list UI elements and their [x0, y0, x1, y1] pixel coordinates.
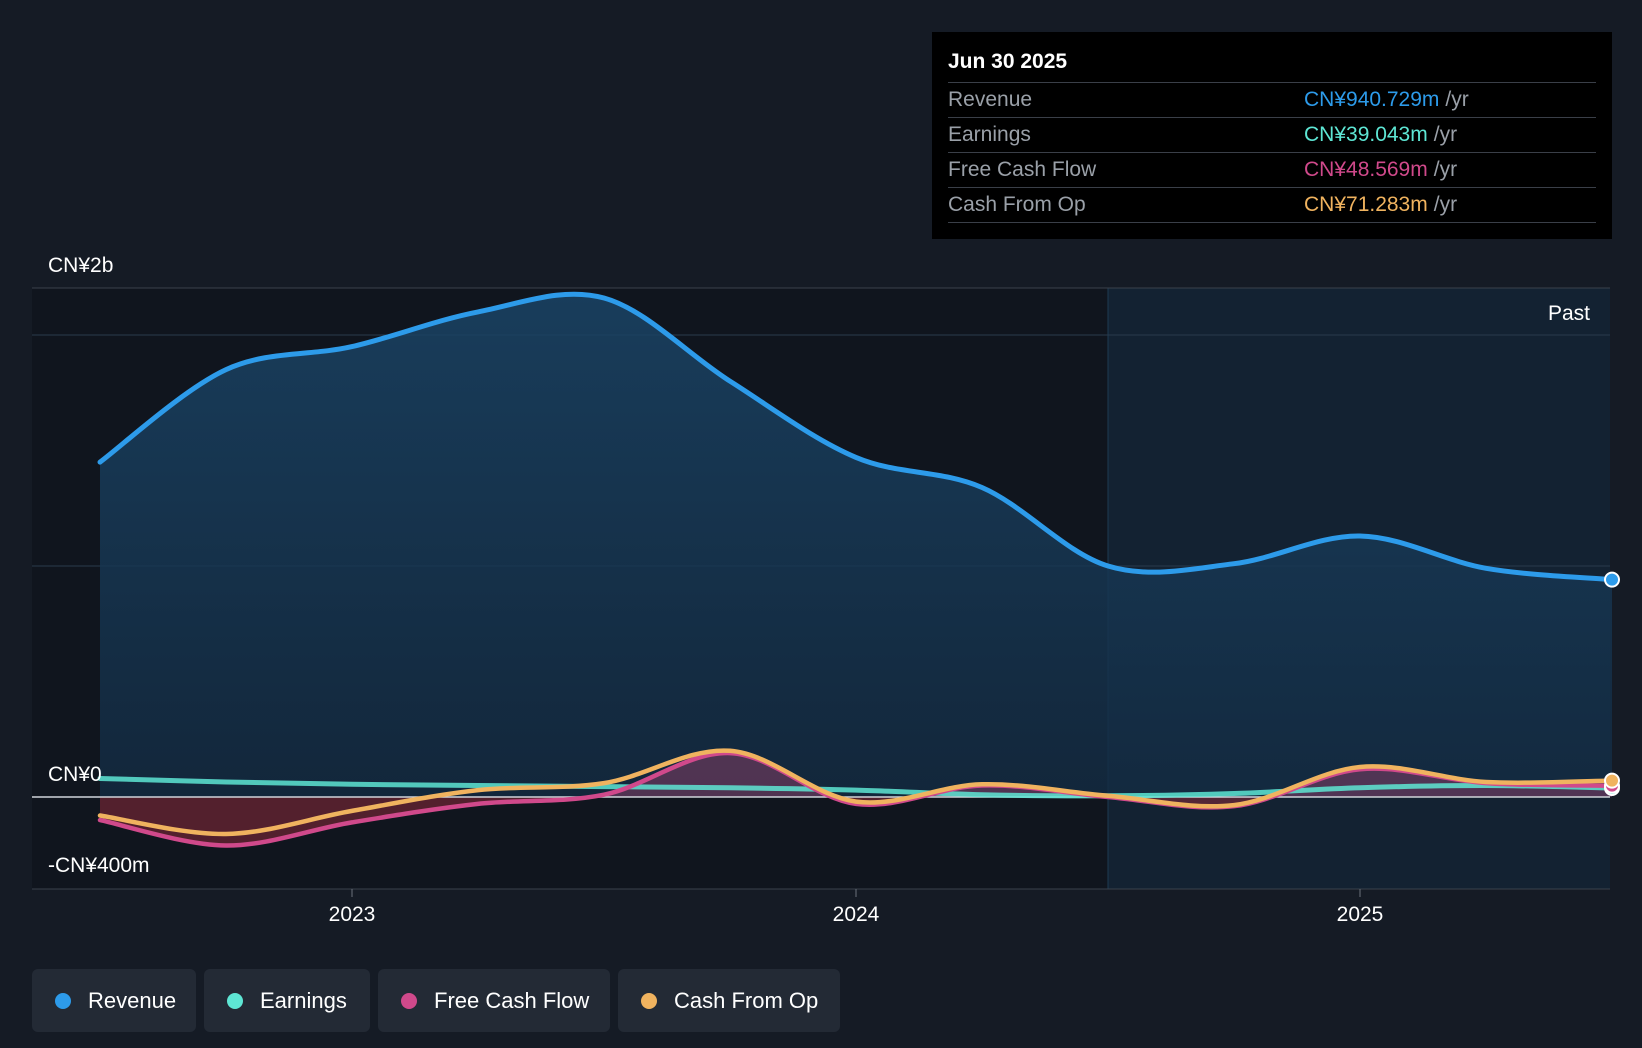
- tooltip-value-wrap: CN¥39.043m/yr: [1304, 118, 1457, 152]
- free-cash-flow-line: [97, 750, 1615, 848]
- legend-item-earnings[interactable]: Earnings: [204, 969, 370, 1032]
- cash-from-op-line: [97, 748, 1615, 837]
- tooltip-unit: /yr: [1433, 123, 1458, 146]
- y-tick-label: -CN¥400m: [48, 854, 150, 877]
- tooltip-value-wrap: CN¥71.283m/yr: [1304, 188, 1457, 222]
- cash-from-op-end-marker: [1604, 772, 1620, 789]
- legend-label: Earnings: [260, 988, 347, 1013]
- tooltip-label: Free Cash Flow: [948, 158, 1097, 181]
- tooltip-row-cash-from-op: Cash From Op CN¥71.283m/yr: [948, 188, 1596, 223]
- tooltip-label: Cash From Op: [948, 193, 1086, 216]
- tooltip-date: Jun 30 2025: [948, 46, 1596, 83]
- tooltip-unit: /yr: [1433, 193, 1458, 216]
- x-tick-label: 2024: [833, 903, 880, 926]
- tooltip-label: Revenue: [948, 88, 1033, 111]
- x-tick-label: 2023: [329, 903, 376, 926]
- past-label: Past: [1548, 302, 1590, 325]
- tooltip-value: CN¥48.569m: [1304, 158, 1428, 181]
- tooltip-row-earnings: Earnings CN¥39.043m/yr: [948, 118, 1596, 153]
- free-cash-flow-area-negative: [100, 797, 1612, 846]
- legend-label: Revenue: [88, 988, 177, 1013]
- tooltip-unit: /yr: [1445, 88, 1469, 111]
- tooltip-value: CN¥940.729m: [1304, 88, 1440, 111]
- tooltip-label: Earnings: [948, 123, 1031, 146]
- legend-dot-icon: [401, 993, 417, 1009]
- legend-item-cash-from-op[interactable]: Cash From Op: [618, 969, 840, 1032]
- revenue-line: [97, 291, 1615, 583]
- legend-dot-icon: [641, 993, 657, 1009]
- legend-item-revenue[interactable]: Revenue: [32, 969, 196, 1032]
- chart-svg: CN¥2b CN¥0 -CN¥400m 2023 2024 2025 Past: [32, 254, 1620, 926]
- legend-label: Cash From Op: [674, 988, 819, 1013]
- legend-dot-icon: [55, 993, 71, 1009]
- legend-item-free-cash-flow[interactable]: Free Cash Flow: [378, 969, 610, 1032]
- revenue-end-marker: [1604, 571, 1620, 588]
- tooltip-value: CN¥39.043m: [1304, 123, 1428, 146]
- y-tick-label: CN¥0: [48, 763, 102, 786]
- legend-dot-icon: [227, 993, 243, 1009]
- legend-label: Free Cash Flow: [434, 988, 590, 1013]
- tooltip-value-wrap: CN¥940.729m/yr: [1304, 83, 1469, 117]
- tooltip-value-wrap: CN¥48.569m/yr: [1304, 153, 1457, 187]
- y-tick-label: CN¥2b: [48, 254, 113, 277]
- tooltip-panel: Jun 30 2025 Revenue CN¥940.729m/yr Earni…: [932, 32, 1612, 239]
- tooltip-row-revenue: Revenue CN¥940.729m/yr: [948, 83, 1596, 118]
- earnings-line: [97, 776, 1615, 799]
- free-cash-flow-area-positive: [100, 753, 1612, 797]
- revenue-area: [100, 294, 1612, 797]
- tooltip-value: CN¥71.283m: [1304, 193, 1428, 216]
- x-tick-label: 2025: [1337, 903, 1384, 926]
- tooltip-unit: /yr: [1433, 158, 1458, 181]
- tooltip-row-free-cash-flow: Free Cash Flow CN¥48.569m/yr: [948, 153, 1596, 188]
